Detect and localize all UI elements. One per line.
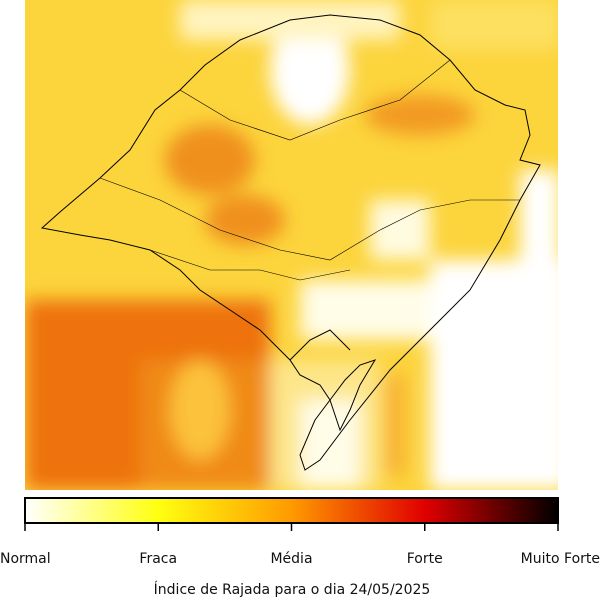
colorbar-label: Média [270, 551, 312, 567]
colorbar-label: Fraca [139, 551, 177, 567]
colorbar-label: Normal [0, 551, 51, 567]
state-outline [40, 14, 541, 471]
heat-field [25, 0, 558, 490]
colorbar [24, 497, 559, 524]
caption: Índice de Rajada para o dia 24/05/2025 [154, 581, 431, 598]
colorbar-label: Muito Forte [521, 551, 600, 567]
colorbar-label: Forte [407, 551, 443, 567]
